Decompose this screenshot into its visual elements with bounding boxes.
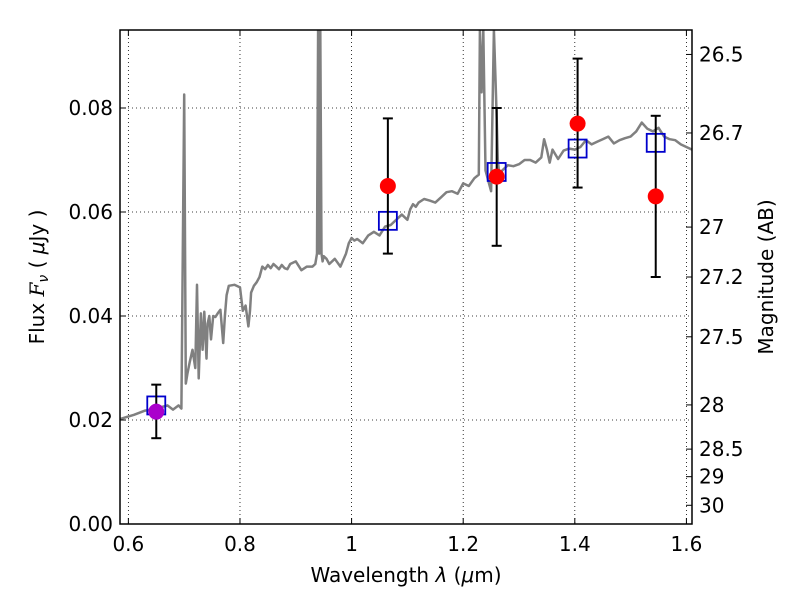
axis-layer: 0.6 0.8 1 1.2 1.4 1.6 0.00 0.02 0.04 0.06 0.08 26.5… bbox=[68, 30, 744, 556]
y-axis-title: Flux Fν ( μJy ) bbox=[25, 210, 52, 345]
observed-flux-point bbox=[379, 178, 396, 194]
y2-tick-label: 28.5 bbox=[699, 437, 744, 461]
x-tick-label: 0.8 bbox=[224, 532, 256, 556]
y2-tick-label: 27.5 bbox=[699, 325, 744, 349]
y-tick-label: 0.08 bbox=[68, 96, 113, 120]
y2-tick-label: 26.5 bbox=[699, 42, 744, 66]
sed-model-line bbox=[120, 30, 692, 421]
y2-axis-title: Magnitude (AB) bbox=[754, 199, 778, 354]
data-layer bbox=[120, 30, 692, 440]
y2-tick-label: 27.2 bbox=[699, 265, 744, 289]
x-tick-label: 1.2 bbox=[447, 532, 479, 556]
x-tick-label: 1 bbox=[345, 532, 358, 556]
y-tick-label: 0.06 bbox=[68, 200, 113, 224]
y2-tick-label: 26.7 bbox=[699, 121, 744, 145]
x-tick-label: 1.4 bbox=[559, 532, 591, 556]
y2-tick-label: 30 bbox=[699, 493, 724, 517]
x-tick-label: 0.6 bbox=[112, 532, 144, 556]
observed-flux-point bbox=[569, 115, 586, 132]
y2-tick-label: 28 bbox=[699, 393, 724, 417]
observed-flux-point bbox=[148, 403, 165, 420]
y-tick-label: 0.04 bbox=[68, 304, 113, 328]
x-axis-title: Wavelength λ (μm) bbox=[310, 563, 501, 587]
y-tick-label: 0.02 bbox=[68, 408, 113, 432]
observed-flux-point bbox=[647, 188, 664, 205]
y-tick-label: 0.00 bbox=[68, 512, 113, 536]
x-tick-label: 1.6 bbox=[671, 532, 703, 556]
observed-flux-point bbox=[488, 168, 505, 185]
y2-tick-label: 27 bbox=[699, 215, 724, 239]
y2-tick-label: 29 bbox=[699, 465, 724, 489]
